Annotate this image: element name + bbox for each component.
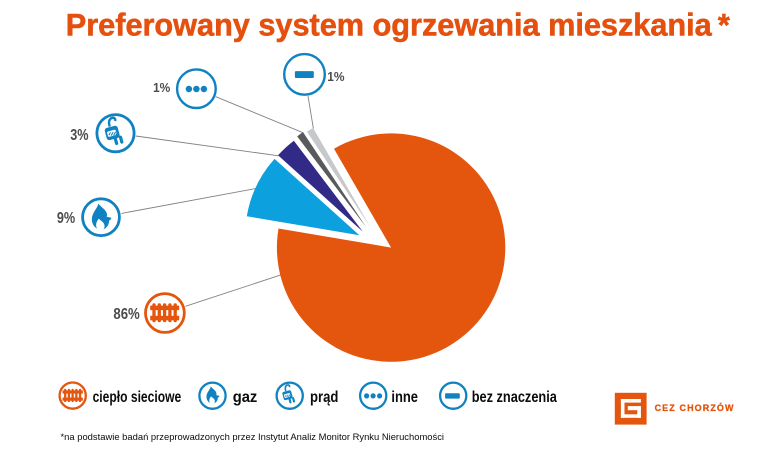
- svg-text:inne: inne: [391, 389, 418, 406]
- svg-text:gaz: gaz: [233, 389, 258, 406]
- svg-text:3%: 3%: [70, 127, 88, 144]
- svg-text:9%: 9%: [57, 210, 75, 227]
- svg-text:ciepło sieciowe: ciepło sieciowe: [93, 389, 182, 406]
- svg-text:bez znaczenia: bez znaczenia: [472, 389, 558, 406]
- svg-text:*na podstawie badań przeprowad: *na podstawie badań przeprowadzonych prz…: [61, 432, 445, 443]
- svg-text:86%: 86%: [113, 306, 139, 323]
- svg-text:1%: 1%: [327, 69, 345, 84]
- svg-text:1%: 1%: [153, 80, 171, 95]
- svg-text:CEZ CHORZÓW: CEZ CHORZÓW: [655, 402, 735, 414]
- svg-text:prąd: prąd: [310, 389, 338, 406]
- svg-text:Preferowany system ogrzewania: Preferowany system ogrzewania mieszkania…: [66, 6, 731, 42]
